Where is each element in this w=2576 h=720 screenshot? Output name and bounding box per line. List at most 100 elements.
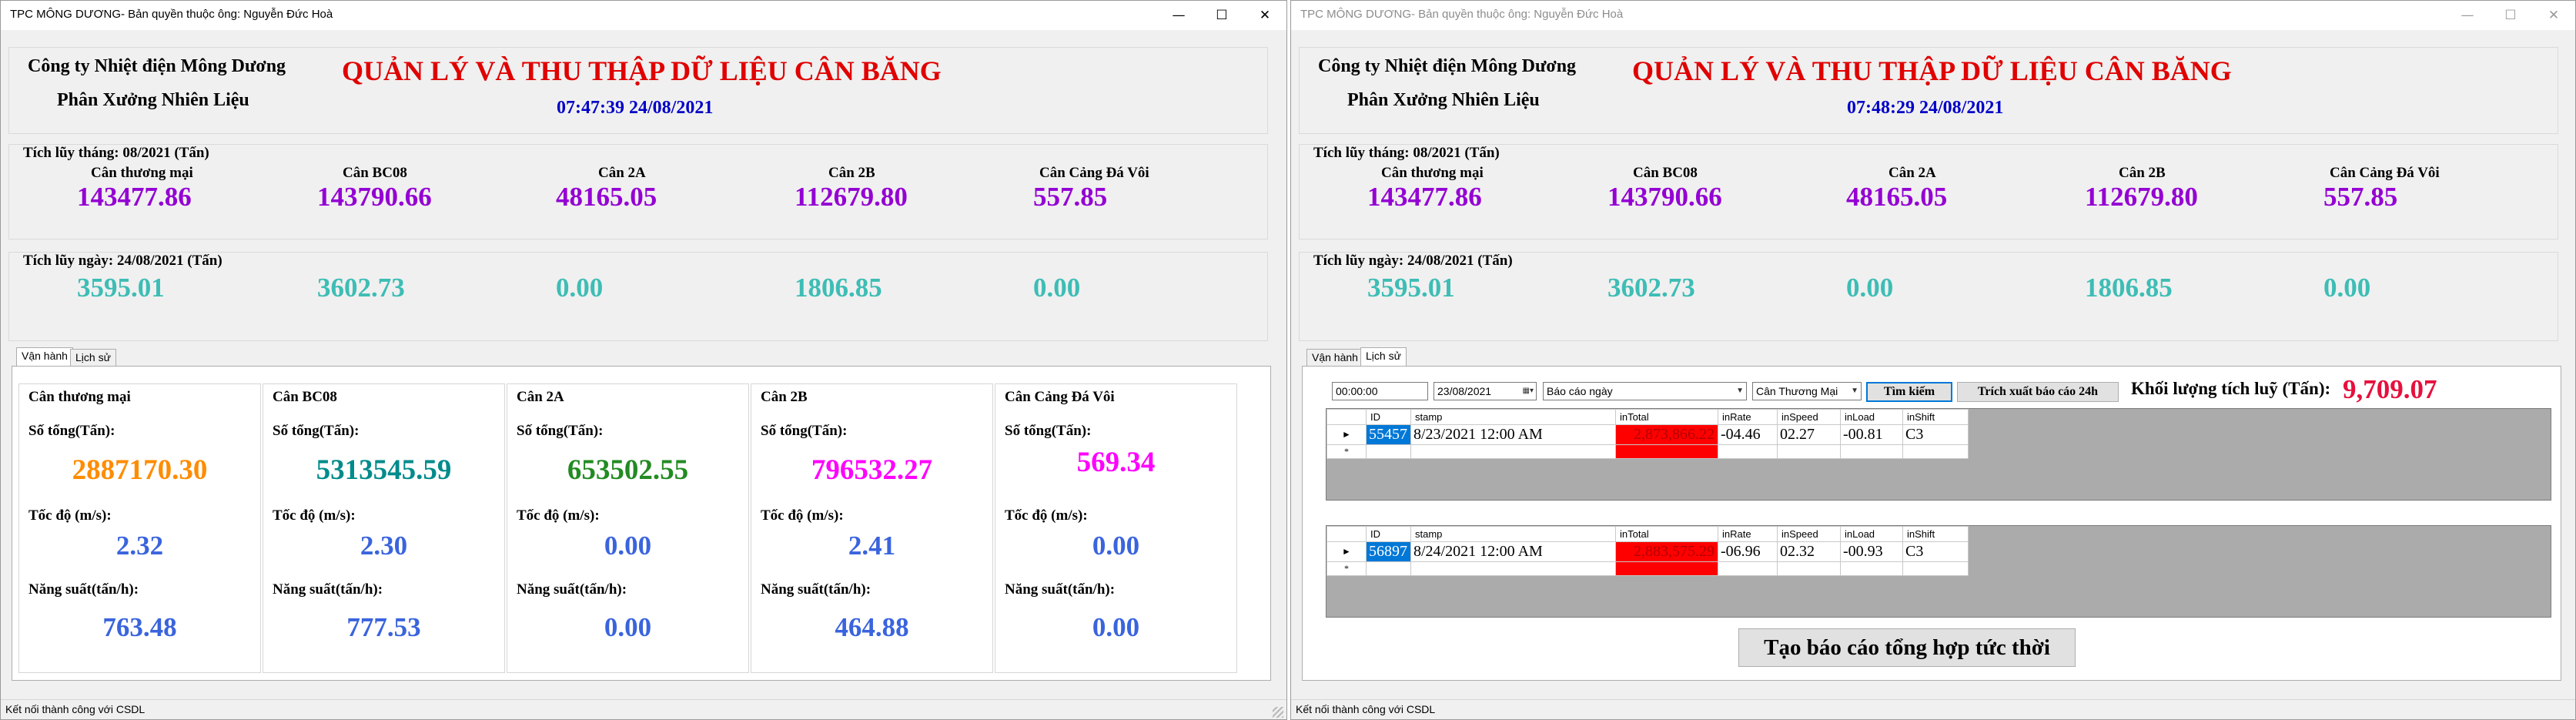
scale-title: Cân Cảng Đá Vôi — [1005, 389, 1115, 405]
empty-cell[interactable] — [1840, 444, 1903, 459]
cell-stamp[interactable]: 8/23/2021 12:00 AM — [1410, 424, 1616, 445]
cell-intotal[interactable]: 2,883,575.29 — [1615, 541, 1718, 562]
daily-item-value: 3595.01 — [1367, 273, 1455, 303]
empty-cell[interactable] — [1366, 444, 1411, 459]
monthly-item-name: Cân BC08 — [1633, 165, 1698, 181]
row-pointer-icon[interactable]: ► — [1326, 424, 1367, 445]
cell-inload[interactable]: -00.93 — [1840, 541, 1903, 562]
monthly-item-value: 143790.66 — [1607, 182, 1722, 212]
daily-item: 3602.73 — [1607, 273, 1695, 303]
empty-cell[interactable] — [1615, 561, 1718, 576]
daily-item-value: 0.00 — [2323, 273, 2371, 303]
scale-select[interactable]: Cân Thương Mại ▼ — [1752, 382, 1862, 400]
monthly-item-name: Cân 2A — [1889, 165, 1936, 181]
empty-cell[interactable] — [1902, 444, 1969, 459]
monthly-item-value: 48165.05 — [556, 182, 657, 212]
rate-label: Năng suất(tấn/h): — [28, 581, 139, 598]
cell-inspeed[interactable]: 02.27 — [1777, 424, 1841, 445]
monthly-totals-panel: Tích lũy tháng: 08/2021 (Tấn) Cân thương… — [1299, 144, 2558, 239]
cell-inshift[interactable]: C3 — [1902, 424, 1969, 445]
col-header[interactable]: inRate — [1718, 409, 1778, 425]
cell-inshift[interactable]: C3 — [1902, 541, 1969, 562]
maximize-icon[interactable]: ☐ — [2504, 8, 2517, 23]
monthly-item: Cân BC08 143790.66 — [1607, 165, 1722, 213]
date-picker[interactable]: 23/08/2021 ▦▾ — [1434, 382, 1537, 400]
close-icon[interactable]: ✕ — [2548, 8, 2560, 23]
cell-id[interactable]: 56897 — [1366, 541, 1411, 562]
col-header[interactable]: ID — [1366, 526, 1411, 542]
cell-stamp[interactable]: 8/24/2021 12:00 AM — [1410, 541, 1616, 562]
col-header[interactable]: inShift — [1902, 526, 1969, 542]
empty-cell[interactable] — [1615, 444, 1718, 459]
time-picker[interactable]: 00:00:00 — [1332, 382, 1428, 400]
col-header[interactable]: inLoad — [1840, 409, 1903, 425]
empty-cell[interactable] — [1777, 561, 1841, 576]
cell-inload[interactable]: -00.81 — [1840, 424, 1903, 445]
monthly-item: Cân thương mại 143477.86 — [1367, 165, 1484, 213]
cell-inspeed[interactable]: 02.32 — [1777, 541, 1841, 562]
close-icon[interactable]: ✕ — [1259, 8, 1271, 23]
table-row[interactable]: ► 56897 8/24/2021 12:00 AM 2,883,575.29 … — [1326, 541, 1969, 562]
empty-cell[interactable] — [1718, 561, 1778, 576]
col-header[interactable]: inShift — [1902, 409, 1969, 425]
department-name: Phân Xưởng Nhiên Liệu — [1347, 90, 1540, 110]
empty-cell[interactable] — [1366, 561, 1411, 576]
minimize-icon[interactable]: — — [1172, 8, 1186, 23]
rate-label: Năng suất(tấn/h): — [517, 581, 627, 598]
new-row[interactable]: * — [1326, 444, 1969, 459]
tab-history[interactable]: Lịch sử — [1360, 347, 1407, 367]
col-header[interactable]: inTotal — [1615, 409, 1718, 425]
scale-select-value: Cân Thương Mại — [1756, 385, 1838, 397]
scale-title: Cân BC08 — [273, 389, 337, 405]
cell-intotal[interactable]: 2,873,866.22 — [1615, 424, 1718, 445]
report-type-select[interactable]: Báo cáo ngày ▼ — [1543, 382, 1747, 400]
cell-id[interactable]: 55457 — [1366, 424, 1411, 445]
new-row-icon[interactable]: * — [1326, 444, 1367, 459]
table-row[interactable]: ► 55457 8/23/2021 12:00 AM 2,873,866.22 … — [1326, 424, 1969, 445]
col-header[interactable]: inLoad — [1840, 526, 1903, 542]
history-grid-start[interactable]: ID stamp inTotal inRate inSpeed inLoad i… — [1326, 408, 2551, 501]
chevron-down-icon[interactable]: ▼ — [1736, 387, 1744, 395]
speed-label: Tốc độ (m/s): — [28, 507, 112, 524]
speed-label: Tốc độ (m/s): — [1005, 507, 1088, 524]
col-header[interactable]: inSpeed — [1777, 526, 1841, 542]
col-header[interactable]: inSpeed — [1777, 409, 1841, 425]
col-header[interactable]: ID — [1366, 409, 1411, 425]
department-name: Phân Xưởng Nhiên Liệu — [57, 90, 249, 110]
cumulative-weight-value: 9,709.07 — [2343, 374, 2437, 404]
rate-label: Năng suất(tấn/h): — [273, 581, 383, 598]
speed-value: 0.00 — [1092, 531, 1140, 561]
speed-label: Tốc độ (m/s): — [273, 507, 356, 524]
calendar-icon[interactable]: ▦▾ — [1522, 387, 1534, 395]
col-header[interactable]: inTotal — [1615, 526, 1718, 542]
chevron-down-icon[interactable]: ▼ — [1851, 387, 1858, 395]
new-row[interactable]: * — [1326, 561, 1969, 576]
total-value: 796532.27 — [811, 454, 933, 486]
empty-cell[interactable] — [1410, 561, 1616, 576]
maximize-icon[interactable]: ☐ — [1216, 8, 1228, 23]
search-button[interactable]: Tìm kiếm — [1866, 382, 1952, 402]
minimize-icon[interactable]: — — [2461, 8, 2474, 23]
col-header[interactable]: stamp — [1410, 526, 1616, 542]
empty-cell[interactable] — [1902, 561, 1969, 576]
col-header[interactable]: stamp — [1410, 409, 1616, 425]
monthly-item-name: Cân thương mại — [91, 165, 193, 181]
empty-cell[interactable] — [1777, 444, 1841, 459]
tab-history[interactable]: Lịch sử — [70, 349, 116, 366]
instant-summary-report-button[interactable]: Tạo báo cáo tổng hợp tức thời — [1738, 628, 2076, 667]
col-header[interactable]: inRate — [1718, 526, 1778, 542]
empty-cell[interactable] — [1410, 444, 1616, 459]
export-24h-report-button[interactable]: Trích xuất báo cáo 24h — [1957, 382, 2119, 402]
cell-inrate[interactable]: -06.96 — [1718, 541, 1778, 562]
history-grid-end[interactable]: ID stamp inTotal inRate inSpeed inLoad i… — [1326, 525, 2551, 618]
empty-cell[interactable] — [1718, 444, 1778, 459]
cell-inrate[interactable]: -04.46 — [1718, 424, 1778, 445]
resize-grip-icon[interactable] — [1273, 707, 1283, 718]
new-row-icon[interactable]: * — [1326, 561, 1367, 576]
tab-operations[interactable]: Vận hành — [1306, 349, 1363, 366]
status-text: Kết nối thành công với CSDL — [5, 703, 146, 715]
empty-cell[interactable] — [1840, 561, 1903, 576]
main-window-history: TPC MÔNG DƯƠNG- Bản quyền thuộc ông: Ngu… — [1290, 0, 2576, 720]
tab-operations[interactable]: Vận hành — [16, 347, 73, 367]
row-pointer-icon[interactable]: ► — [1326, 541, 1367, 562]
